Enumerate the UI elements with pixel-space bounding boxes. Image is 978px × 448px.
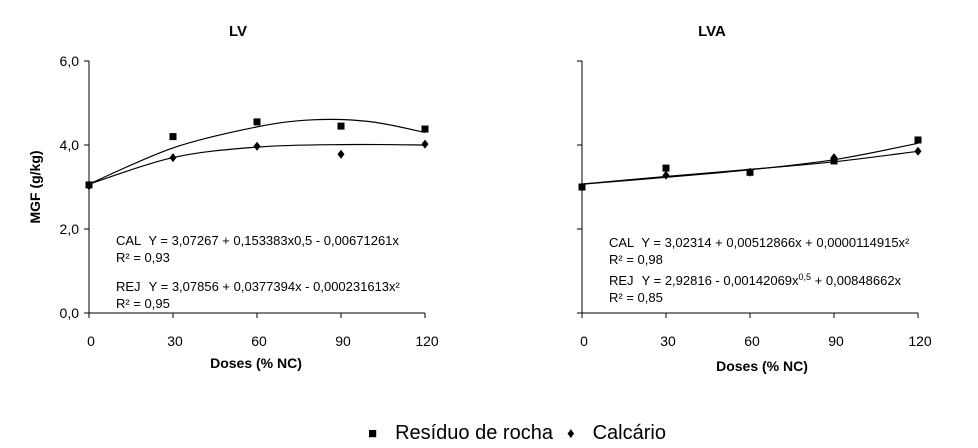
chart-lv-point-residuo — [421, 125, 429, 133]
chart-lv-xlabel: Doses (% NC) — [210, 355, 302, 371]
chart-lva-fit-curve-diamond — [581, 150, 919, 185]
chart-lv-cal-r2: R² = 0,93 — [116, 250, 170, 265]
chart-lva-rej-r2: R² = 0,85 — [609, 290, 663, 305]
chart-lv-rej-eq: Y = 3,07856 + 0,0377394x - 0,000231613x² — [149, 279, 401, 294]
chart-lv-point-calcario — [337, 149, 345, 159]
legend-item-calcario: ♦ Calcário — [567, 422, 666, 445]
chart-lva-x-tick-label: 90 — [828, 333, 844, 349]
diamond-marker-icon: ♦ — [566, 424, 575, 442]
chart-lv-point-residuo — [169, 133, 177, 141]
chart-lv-x-tick-label: 30 — [167, 333, 183, 349]
chart-lv-rej-r2: R² = 0,95 — [116, 296, 170, 311]
chart-lva-point-calcario — [578, 182, 586, 192]
chart-lva-point-residuo — [914, 136, 922, 144]
chart-lva-rej-exponent: 0,5 — [799, 272, 812, 282]
legend: ■ Resíduo de rocha ♦ Calcário — [368, 420, 666, 446]
chart-lva-plot — [578, 136, 922, 192]
chart-lv-x-tick-label: 60 — [251, 333, 267, 349]
chart-lva-title: LVA — [698, 23, 726, 40]
chart-lva-rej-eq: Y = 2,92816 - 0,00142069x — [642, 273, 799, 288]
chart-lv-plot — [85, 118, 429, 191]
chart-lva-x-tick-labels: 0 30 60 90 120 — [580, 333, 932, 349]
chart-lv-cal-equation: CAL Y = 3,07267 + 0,153383x0,5 - 0,006712… — [116, 233, 399, 248]
chart-lv-point-residuo — [337, 122, 345, 130]
chart-lva-fit-curve-square — [581, 142, 919, 185]
chart-lva-x-tick-label: 30 — [660, 333, 676, 349]
chart-lv-point-residuo — [253, 118, 261, 126]
chart-lv-title: LV — [229, 23, 247, 40]
chart-lv-y-tick-label: 0,0 — [60, 305, 80, 321]
chart-lv-rej-equation: REJ Y = 3,07856 + 0,0377394x - 0,00023161… — [116, 279, 401, 294]
chart-lv-cal-label: CAL — [116, 233, 141, 248]
chart-lva-x-tick-label: 60 — [744, 333, 760, 349]
chart-lva-cal-r2: R² = 0,98 — [609, 252, 663, 267]
chart-lv-x-tick-label: 0 — [87, 333, 95, 349]
legend-label-calcario: Calcário — [592, 421, 666, 444]
chart-lva-cal-eq: Y = 3,02314 + 0,00512866x + 0,0000114915… — [641, 235, 910, 250]
chart-lv-cal-eq: Y = 3,07267 + 0,153383x0,5 - 0,00671261x — [148, 233, 399, 248]
chart-lva-rej-eq-tail: + 0,00848662x — [811, 273, 901, 288]
chart-lv-point-calcario — [169, 153, 177, 163]
legend-label-residuo: Resíduo de rocha — [395, 421, 553, 444]
chart-lva-point-residuo — [662, 164, 670, 172]
chart-lv-y-tick-label: 2,0 — [60, 221, 80, 237]
chart-lv-rej-label: REJ — [116, 279, 141, 294]
chart-lv-x-tick-labels: 0 30 60 90 120 — [87, 333, 439, 349]
chart-lv-x-tick-label: 90 — [335, 333, 351, 349]
chart-lva-x-tick-label: 0 — [580, 333, 588, 349]
chart-lva-point-calcario — [662, 170, 670, 180]
chart-lv-y-tick-label: 4,0 — [60, 137, 80, 153]
chart-lva-x-tick-label: 120 — [908, 333, 932, 349]
chart-lv-point-calcario — [421, 139, 429, 149]
chart-lv-y-tick-labels: 0,0 2,0 4,0 6,0 — [60, 53, 80, 321]
chart-lva-xlabel: Doses (% NC) — [716, 358, 808, 374]
chart-lva-point-calcario — [914, 146, 922, 156]
chart-lv-y-tick-label: 6,0 — [60, 53, 80, 69]
chart-lv-ylabel: MGF (g/kg) — [27, 150, 43, 223]
chart-lva-cal-equation: CAL Y = 3,02314 + 0,00512866x + 0,0000114… — [609, 235, 910, 250]
chart-lv-point-calcario — [85, 181, 93, 191]
legend-item-residuo: ■ Resíduo de rocha — [368, 422, 553, 445]
chart-lva-cal-label: CAL — [609, 235, 634, 250]
chart-lv: LV MGF (g/kg) Doses (% NC) 0,02,04,06,0 … — [27, 23, 439, 371]
chart-lv-point-calcario — [253, 141, 261, 151]
chart-lva: LVA Doses (% NC) 0 30 60 90 120 CAL Y = 3,023… — [577, 23, 932, 374]
chart-lva-point-calcario — [830, 153, 838, 163]
chart-lva-point-calcario — [746, 167, 754, 177]
chart-lva-rej-equation: REJ Y = 2,92816 - 0,00142069x0,5 + 0,0084… — [609, 272, 902, 288]
chart-lva-rej-label: REJ — [609, 273, 634, 288]
chart-lv-x-tick-label: 120 — [415, 333, 439, 349]
chart-lv-fit-curve-square — [88, 118, 426, 185]
square-marker-icon: ■ — [368, 424, 378, 442]
